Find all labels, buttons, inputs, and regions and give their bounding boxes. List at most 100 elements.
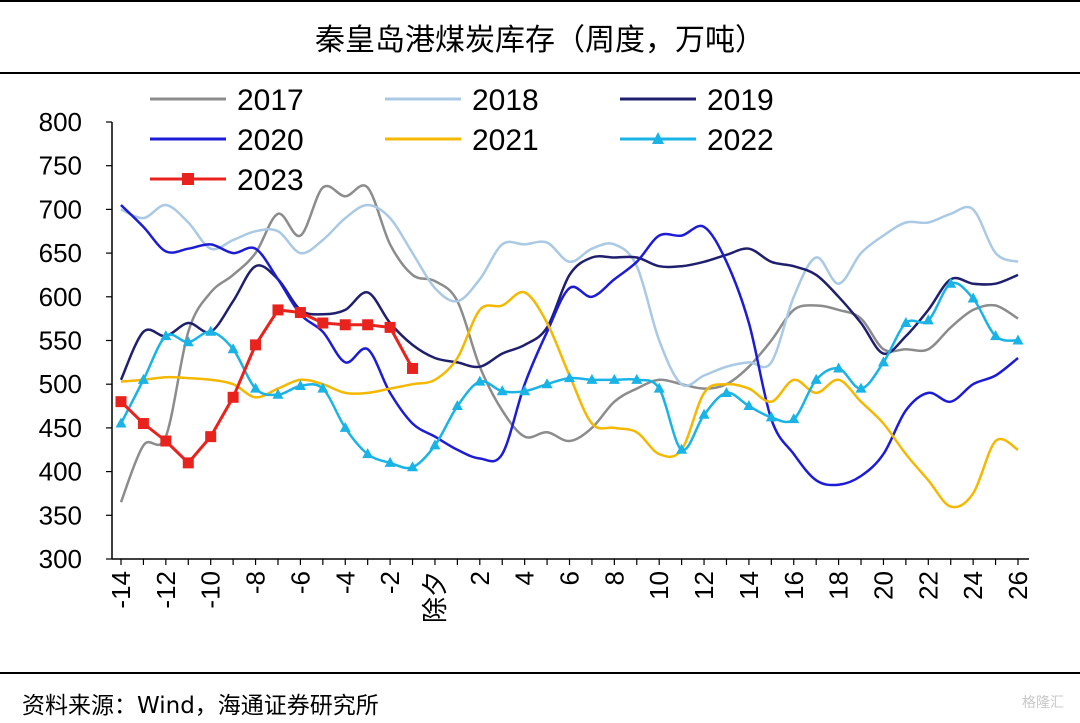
y-tick-label: 750: [39, 151, 82, 181]
data-point-2023: [205, 431, 217, 443]
source-note: 资料来源：Wind，海通证券研究所: [22, 693, 379, 719]
footer: 资料来源：Wind，海通证券研究所 格隆汇: [0, 672, 1080, 723]
data-point-2022: [676, 443, 688, 454]
data-point-2022: [317, 382, 329, 393]
watermark: 格隆汇: [1022, 695, 1064, 711]
data-point-2022: [653, 382, 665, 393]
x-tick-label: 16: [779, 571, 809, 600]
x-tick-label: 14: [734, 571, 764, 600]
x-tick-label: 24: [958, 571, 988, 600]
series-line-2017: [119, 184, 1019, 503]
y-tick-label: 350: [39, 500, 82, 530]
data-point-2023: [407, 362, 419, 374]
data-point-2022: [451, 400, 463, 411]
data-point-2022: [743, 400, 755, 411]
data-point-2022: [429, 439, 441, 450]
legend-label: 2018: [472, 84, 539, 117]
series-line-2019: [119, 247, 1019, 381]
data-point-2022: [990, 330, 1002, 341]
data-point-2022: [945, 277, 957, 288]
legend-marker: [182, 173, 194, 185]
x-tick-label: -10: [196, 571, 226, 609]
y-tick-label: 500: [39, 369, 82, 399]
data-point-2022: [272, 388, 284, 399]
data-point-2022: [698, 408, 710, 419]
y-tick-label: 450: [39, 413, 82, 443]
x-tick-label: 除夕: [420, 571, 450, 623]
legend-label: 2019: [707, 84, 774, 117]
data-point-2022: [855, 382, 867, 393]
data-point-2022: [384, 456, 396, 467]
data-point-2022: [137, 373, 149, 384]
x-tick-label: 4: [510, 571, 540, 585]
data-point-2022: [182, 336, 194, 347]
x-tick-label: 12: [689, 571, 719, 600]
series-line-2018: [120, 203, 1019, 387]
data-point-2022: [294, 379, 306, 390]
y-tick-label: 700: [39, 194, 82, 224]
x-tick-label: -4: [330, 571, 360, 594]
data-point-2022: [788, 413, 800, 424]
legend-item-2020: 2020: [150, 124, 304, 157]
legend-label: 2020: [237, 124, 304, 157]
legend-label: 2022: [707, 124, 774, 157]
y-tick-label: 400: [39, 457, 82, 487]
data-point-2022: [877, 356, 889, 367]
data-point-2023: [384, 321, 396, 333]
legend-item-2017: 2017: [150, 84, 304, 117]
x-tick-label: 22: [913, 571, 943, 600]
x-tick-label: -8: [241, 571, 271, 594]
data-point-2023: [137, 418, 149, 430]
x-tick-label: 8: [599, 571, 629, 585]
data-point-2023: [339, 319, 351, 331]
legend-label: 2017: [237, 84, 304, 117]
x-tick-label: -12: [151, 571, 181, 609]
data-point-2022: [250, 382, 262, 393]
data-point-2023: [182, 457, 194, 469]
legend-label: 2023: [237, 164, 304, 197]
coal-inventory-line-chart: 300 350 400 450 500 550 600 650 700 750 800 -14 -12…: [39, 84, 1033, 623]
data-point-2023: [294, 307, 306, 319]
data-point-2022: [407, 461, 419, 472]
x-tick-label: 2: [465, 571, 495, 585]
legend-item-2018: 2018: [385, 84, 539, 117]
data-point-2022: [474, 375, 486, 386]
data-point-2022: [519, 385, 531, 396]
data-point-2022: [608, 373, 620, 384]
series-lines: [115, 184, 1024, 509]
data-point-2022: [160, 330, 172, 341]
data-point-2022: [227, 343, 239, 354]
legend-marker: [652, 132, 664, 144]
data-point-2022: [631, 373, 643, 384]
data-point-2023: [250, 339, 262, 351]
data-point-2022: [496, 385, 508, 396]
y-axis-ticks: 300 350 400 450 500 550 600 650 700 750 800: [39, 107, 112, 574]
data-point-2022: [810, 373, 822, 384]
data-point-2022: [720, 386, 732, 397]
data-point-2023: [115, 396, 127, 408]
data-point-2023: [362, 319, 374, 331]
y-tick-label: 550: [39, 326, 82, 356]
page-title: 秦皇岛港煤炭库存（周度，万吨）: [0, 0, 1080, 74]
legend-item-2021: 2021: [385, 124, 539, 157]
x-tick-label: -14: [106, 571, 136, 609]
data-point-2022: [586, 373, 598, 384]
series-line-2020: [120, 204, 1019, 487]
data-point-2022: [362, 448, 374, 459]
legend: 2017 2018 2019 2020 2021 2022 2023: [150, 84, 774, 197]
x-tick-label: 18: [824, 571, 854, 600]
data-point-2022: [967, 292, 979, 303]
x-tick-label: 10: [644, 571, 674, 600]
y-tick-label: 800: [39, 107, 82, 137]
data-point-2022: [205, 325, 217, 336]
data-point-2022: [115, 417, 127, 428]
data-point-2023: [317, 317, 329, 329]
x-tick-label: 20: [868, 571, 898, 600]
x-tick-label: -6: [285, 571, 315, 594]
x-tick-label: -2: [375, 571, 405, 594]
legend-item-2023: 2023: [150, 164, 304, 197]
data-point-2023: [272, 304, 284, 316]
data-point-2023: [160, 435, 172, 447]
x-tick-label: 6: [555, 571, 585, 585]
data-point-2022: [564, 372, 575, 383]
